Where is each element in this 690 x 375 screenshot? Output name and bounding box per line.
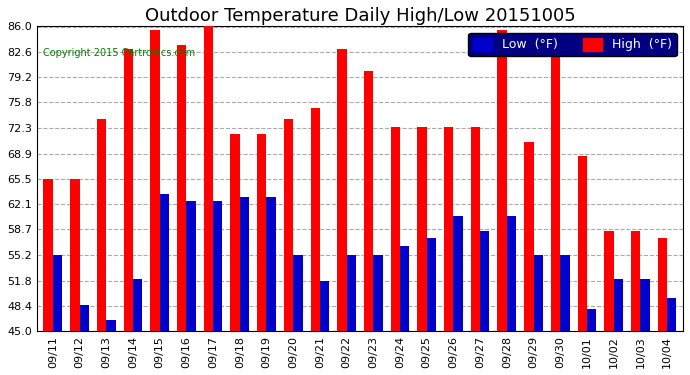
Bar xyxy=(284,119,293,331)
Bar xyxy=(310,108,320,331)
Bar xyxy=(578,156,587,331)
Bar xyxy=(426,238,436,331)
Bar xyxy=(453,216,463,331)
Bar xyxy=(266,197,276,331)
Bar xyxy=(204,27,213,331)
Bar xyxy=(239,197,249,331)
Bar xyxy=(417,127,426,331)
Bar xyxy=(391,127,400,331)
Bar xyxy=(587,309,596,331)
Bar xyxy=(106,320,116,331)
Bar xyxy=(150,30,159,331)
Bar xyxy=(177,45,186,331)
Bar xyxy=(159,194,169,331)
Bar xyxy=(364,71,373,331)
Bar xyxy=(79,305,89,331)
Legend: Low  (°F), High  (°F): Low (°F), High (°F) xyxy=(469,33,677,56)
Bar xyxy=(640,279,650,331)
Bar xyxy=(230,134,239,331)
Bar xyxy=(604,231,613,331)
Bar xyxy=(658,238,667,331)
Bar xyxy=(471,127,480,331)
Title: Outdoor Temperature Daily High/Low 20151005: Outdoor Temperature Daily High/Low 20151… xyxy=(145,7,575,25)
Bar xyxy=(293,255,302,331)
Bar xyxy=(337,49,346,331)
Bar xyxy=(133,279,142,331)
Bar xyxy=(257,134,266,331)
Bar xyxy=(213,201,222,331)
Bar xyxy=(631,231,640,331)
Bar xyxy=(373,255,383,331)
Bar xyxy=(400,246,409,331)
Bar xyxy=(53,255,62,331)
Bar xyxy=(124,49,133,331)
Bar xyxy=(524,142,533,331)
Bar xyxy=(667,298,676,331)
Bar xyxy=(560,255,569,331)
Bar xyxy=(613,279,623,331)
Bar xyxy=(533,255,543,331)
Bar xyxy=(320,280,329,331)
Bar xyxy=(497,30,507,331)
Bar xyxy=(186,201,196,331)
Bar xyxy=(346,255,356,331)
Bar xyxy=(43,179,53,331)
Bar xyxy=(70,179,79,331)
Bar xyxy=(480,231,489,331)
Bar xyxy=(551,53,560,331)
Bar xyxy=(507,216,516,331)
Text: Copyright 2015 Cartronics.com: Copyright 2015 Cartronics.com xyxy=(43,48,195,58)
Bar xyxy=(97,119,106,331)
Bar xyxy=(444,127,453,331)
